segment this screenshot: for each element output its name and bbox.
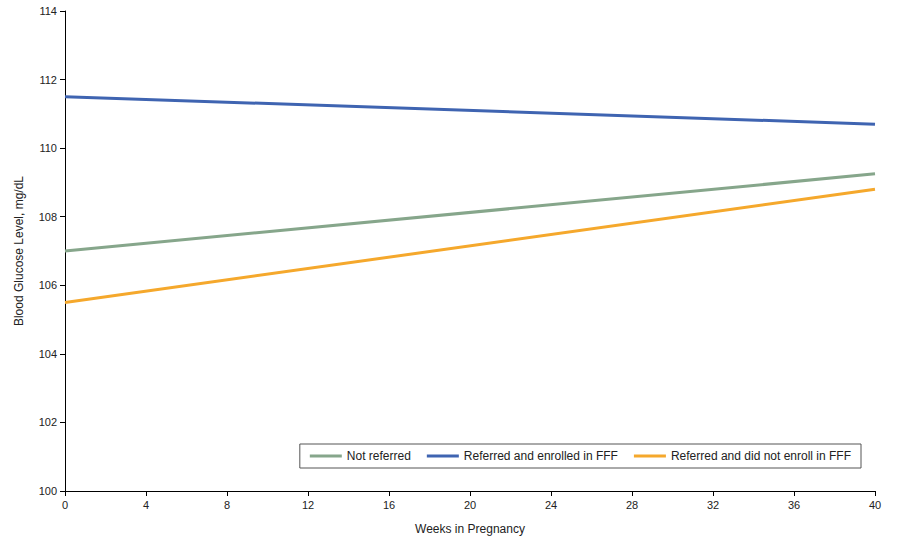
- svg-text:16: 16: [383, 499, 395, 511]
- svg-text:Referred and did not enroll in: Referred and did not enroll in FFF: [671, 449, 851, 463]
- svg-text:Not referred: Not referred: [347, 449, 411, 463]
- svg-text:110: 110: [39, 142, 57, 154]
- svg-text:102: 102: [39, 416, 57, 428]
- svg-text:28: 28: [626, 499, 638, 511]
- svg-text:Weeks in Pregnancy: Weeks in Pregnancy: [415, 522, 525, 536]
- svg-text:114: 114: [39, 5, 57, 17]
- svg-text:8: 8: [224, 499, 230, 511]
- svg-text:4: 4: [143, 499, 149, 511]
- svg-text:40: 40: [869, 499, 881, 511]
- svg-text:108: 108: [39, 211, 57, 223]
- svg-text:0: 0: [62, 499, 68, 511]
- svg-text:106: 106: [39, 279, 57, 291]
- svg-text:36: 36: [788, 499, 800, 511]
- svg-text:100: 100: [39, 485, 57, 497]
- svg-text:112: 112: [39, 74, 57, 86]
- svg-text:20: 20: [464, 499, 476, 511]
- svg-text:Blood Glucose Level, mg/dL: Blood Glucose Level, mg/dL: [12, 176, 26, 326]
- svg-text:24: 24: [545, 499, 557, 511]
- svg-text:104: 104: [39, 348, 57, 360]
- svg-text:32: 32: [707, 499, 719, 511]
- svg-text:12: 12: [302, 499, 314, 511]
- svg-text:Referred and enrolled in FFF: Referred and enrolled in FFF: [464, 449, 618, 463]
